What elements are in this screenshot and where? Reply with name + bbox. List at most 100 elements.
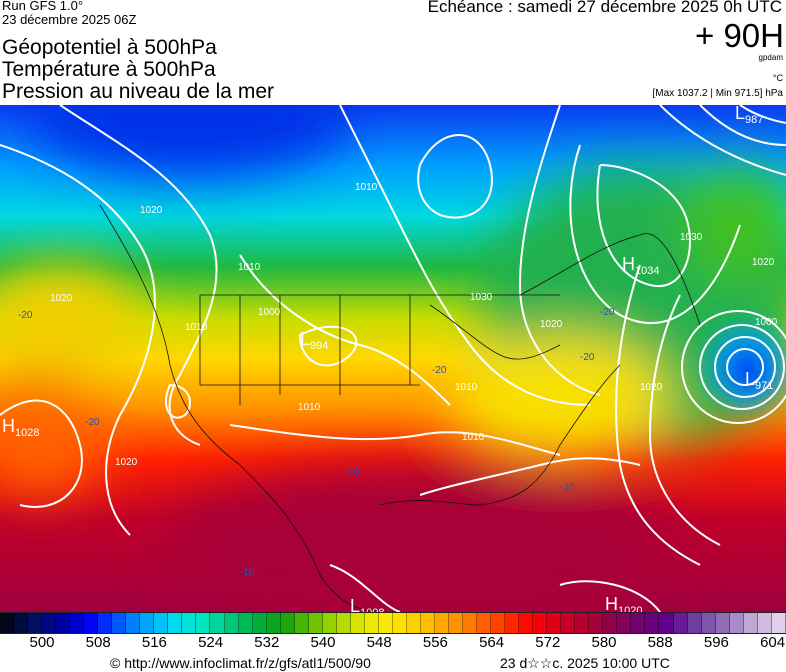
isobar-label: 1020	[640, 382, 663, 393]
color-scale-tick: 540	[310, 634, 336, 651]
color-swatch	[266, 613, 281, 633]
color-scale-tick: 564	[479, 634, 505, 651]
color-swatch	[84, 613, 99, 633]
pressure-center-low: L987	[735, 105, 763, 126]
isobar-label: 1030	[470, 292, 493, 303]
color-swatch	[420, 613, 435, 633]
temperature-label: -20	[580, 352, 595, 363]
color-scale-tick: 596	[703, 634, 729, 651]
color-swatch	[182, 613, 197, 633]
color-swatch	[463, 613, 478, 633]
pressure-range: [Max 1037.2 | Min 971.5] hPa	[652, 88, 783, 99]
color-swatch	[252, 613, 267, 633]
color-scale-tick: 500	[29, 634, 55, 651]
color-swatch	[533, 613, 548, 633]
isobar-label: 1020	[50, 293, 73, 304]
color-swatch	[364, 613, 379, 633]
color-swatch	[589, 613, 604, 633]
color-swatch	[434, 613, 449, 633]
pressure-center-low: L971	[745, 369, 773, 392]
isobar-label: 1020	[752, 257, 775, 268]
pressure-center-high: H1028	[2, 416, 39, 439]
forecast-lead-time: + 90H	[695, 17, 784, 54]
isobar-label: 1020	[140, 205, 163, 216]
color-swatch	[336, 613, 351, 633]
color-swatch	[757, 613, 772, 633]
isobar-label: 1000	[258, 307, 281, 318]
unit-temperature: °C	[772, 73, 783, 83]
color-swatch	[561, 613, 576, 633]
color-swatch	[645, 613, 660, 633]
color-swatch	[575, 613, 590, 633]
color-swatch	[406, 613, 421, 633]
color-swatch	[238, 613, 253, 633]
color-scale-tick: 548	[366, 634, 392, 651]
isobar-label: 1010	[238, 262, 261, 273]
color-swatch	[14, 613, 29, 633]
generation-time: 23 d☆☆c. 2025 10:00 UTC	[500, 655, 670, 671]
isobar-label: 1020	[115, 457, 138, 468]
temperature-field	[0, 105, 786, 612]
temperature-labels: -20 -20 -20 -20 -20 -30 -10 -10	[18, 307, 615, 578]
color-swatch	[294, 613, 309, 633]
color-swatch	[477, 613, 492, 633]
color-swatch	[70, 613, 85, 633]
color-swatch	[168, 613, 183, 633]
pressure-center-high: H1020	[605, 594, 642, 612]
temperature-label: -20	[85, 417, 100, 428]
color-swatch	[505, 613, 520, 633]
color-swatch	[126, 613, 141, 633]
color-swatch	[687, 613, 702, 633]
color-swatch	[743, 613, 758, 633]
title-geopotential: Géopotentiel à 500hPa	[2, 36, 217, 59]
color-swatch	[280, 613, 295, 633]
color-swatch	[617, 613, 632, 633]
isobar-label: 1010	[298, 402, 321, 413]
pressure-centers: H1034 L971 H1028 L994 L1008 H1020 L987	[2, 105, 773, 612]
run-date: 23 décembre 2025 06Z	[2, 12, 137, 27]
isobar-labels: 1020 1010 1020 1010 1000 1010 1010 1010 1010 1020…	[50, 182, 778, 468]
color-swatch	[112, 613, 127, 633]
color-swatch	[28, 613, 43, 633]
source-credit-link[interactable]: © http://www.infoclimat.fr/z/gfs/atl1/50…	[110, 655, 371, 671]
color-swatch	[449, 613, 464, 633]
color-swatch	[519, 613, 534, 633]
temperature-label: -20	[600, 307, 615, 318]
color-swatch	[392, 613, 407, 633]
isobar-label: 1010	[355, 182, 378, 193]
color-swatch	[771, 613, 786, 633]
isobar-label: 1030	[680, 232, 703, 243]
forecast-valid-time: Echéance : samedi 27 décembre 2025 0h UT…	[427, 0, 782, 16]
color-swatch	[491, 613, 506, 633]
color-scale	[0, 612, 786, 634]
color-swatch	[729, 613, 744, 633]
temperature-label: -20	[432, 365, 447, 376]
coastlines-borders	[99, 204, 701, 611]
color-scale-tick: 580	[591, 634, 617, 651]
title-temperature: Température à 500hPa	[2, 58, 216, 81]
color-swatch	[603, 613, 618, 633]
isobar-label: 1000	[755, 317, 778, 328]
color-swatch	[56, 613, 71, 633]
title-pressure: Pression au niveau de la mer	[2, 80, 274, 103]
color-scale-tick: 524	[198, 634, 224, 651]
color-swatch	[98, 613, 113, 633]
color-swatch	[701, 613, 716, 633]
color-swatch	[140, 613, 155, 633]
isobar-label: 1010	[462, 432, 485, 443]
color-swatch	[378, 613, 393, 633]
color-swatch	[196, 613, 211, 633]
color-swatch	[547, 613, 562, 633]
color-swatch	[0, 613, 15, 633]
temperature-label: -20	[18, 310, 33, 321]
run-label: Run GFS 1.0°	[2, 0, 84, 13]
weather-map: H1034 L971 H1028 L994 L1008 H1020 L987 1020 101…	[0, 105, 786, 612]
temperature-label: -30	[560, 482, 575, 493]
color-swatch	[659, 613, 674, 633]
unit-geopotential: gpdam	[758, 53, 783, 62]
color-swatch	[308, 613, 323, 633]
color-swatch	[210, 613, 225, 633]
color-swatch	[350, 613, 365, 633]
color-swatch	[42, 613, 57, 633]
color-scale-tick: 572	[535, 634, 561, 651]
